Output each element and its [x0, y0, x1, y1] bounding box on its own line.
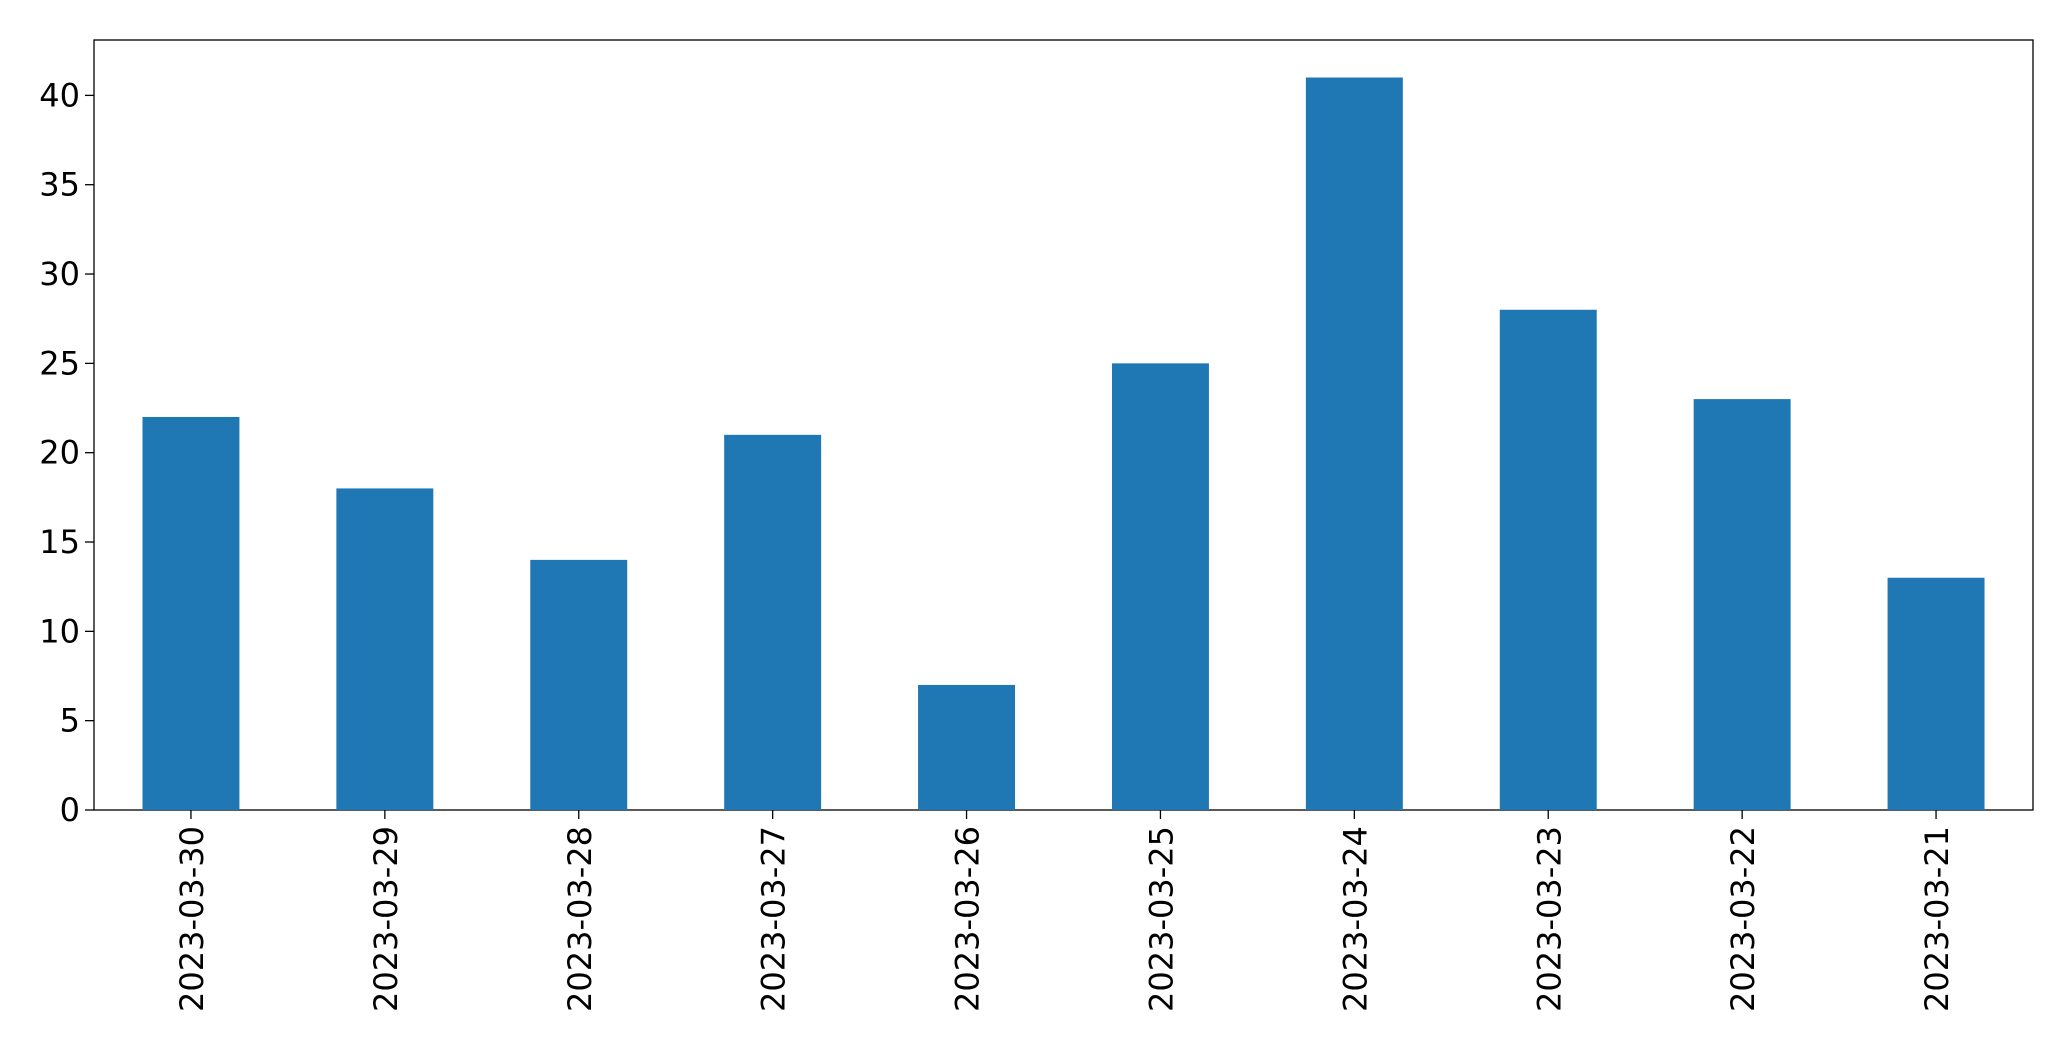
plot-frame [93, 39, 2034, 811]
y-tick-label: 25 [39, 344, 80, 382]
x-tick-label: 2023-03-24 [1336, 826, 1374, 1012]
x-tick-label: 2023-03-21 [1918, 826, 1956, 1012]
y-tick-label: 35 [39, 166, 80, 204]
bar [918, 684, 1016, 810]
bar [1693, 399, 1791, 810]
bar [530, 559, 628, 810]
y-tick-label: 40 [39, 76, 80, 114]
bar [724, 434, 822, 810]
x-tick-label: 2023-03-27 [755, 826, 793, 1012]
bar [1499, 309, 1597, 810]
y-tick-label: 10 [39, 612, 80, 650]
bar [1111, 363, 1209, 810]
x-tick-label: 2023-03-28 [561, 826, 599, 1012]
x-tick-label: 2023-03-29 [367, 826, 405, 1012]
x-tick-label: 2023-03-23 [1530, 826, 1568, 1012]
bar [1305, 77, 1403, 811]
bar [142, 416, 240, 810]
y-tick-label: 0 [60, 791, 80, 829]
y-tick-label: 15 [39, 523, 80, 561]
y-tick-label: 5 [60, 702, 80, 740]
x-tick-label: 2023-03-26 [949, 826, 987, 1012]
bar [1887, 577, 1985, 810]
x-tick-label: 2023-03-25 [1142, 826, 1180, 1012]
y-tick-label: 30 [39, 255, 80, 293]
y-tick-label: 20 [39, 434, 80, 472]
x-tick-label: 2023-03-22 [1724, 826, 1762, 1012]
x-tick-label: 2023-03-30 [173, 826, 211, 1012]
bar [336, 488, 434, 810]
